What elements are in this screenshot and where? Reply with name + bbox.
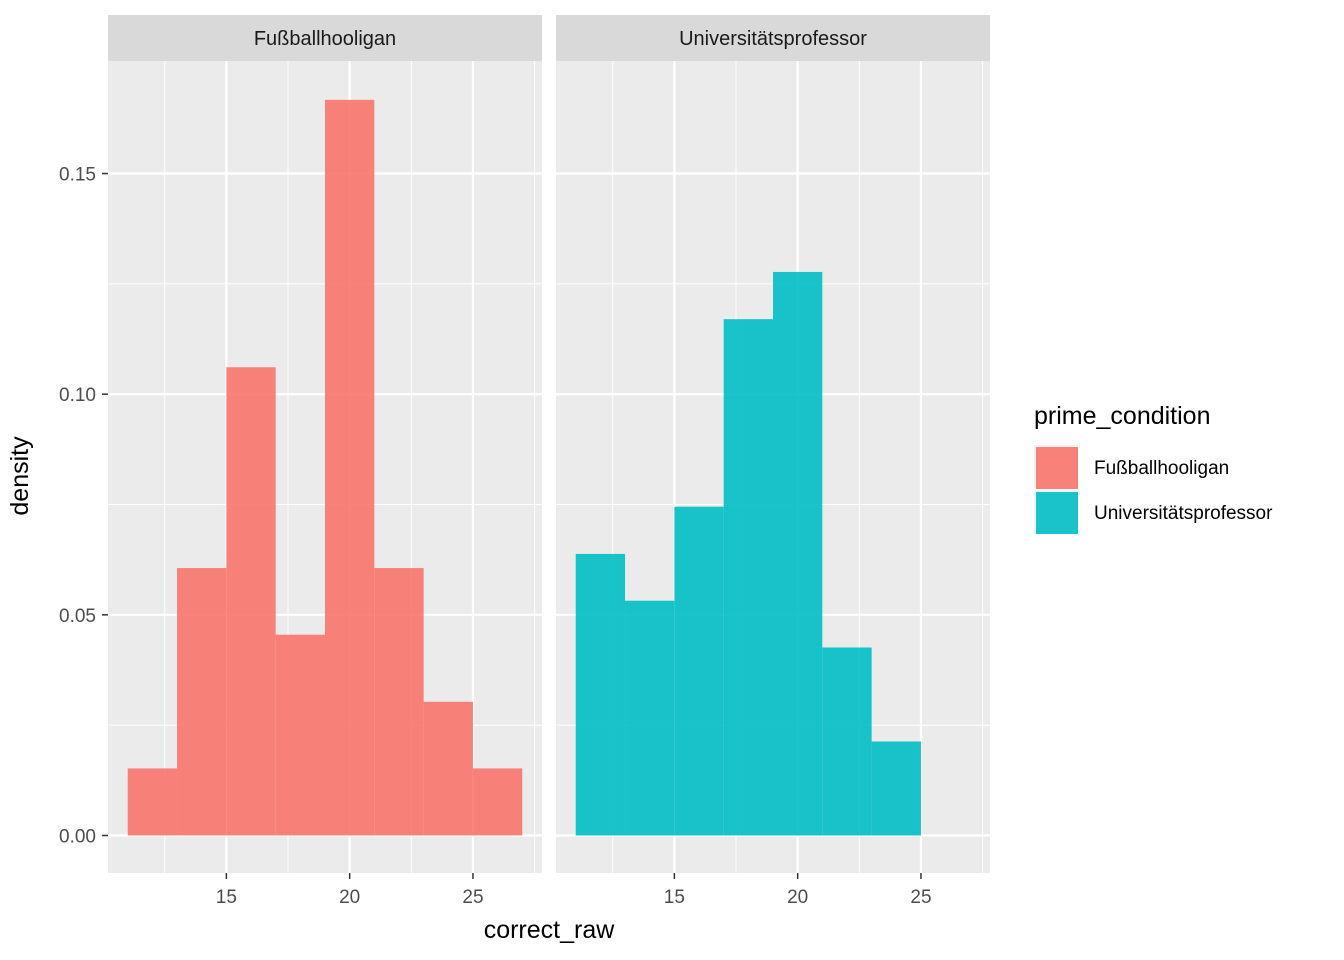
y-tick-label: 0.00: [59, 826, 96, 847]
histogram-bar: [871, 741, 921, 836]
histogram-bar: [325, 99, 375, 836]
facet-strip-label: Universitätsprofessor: [679, 28, 867, 50]
x-tick-label: 20: [339, 887, 360, 908]
histogram-bar: [374, 568, 424, 836]
legend-label: Universitätsprofessor: [1094, 503, 1273, 524]
legend-swatch: [1036, 447, 1078, 489]
histogram-bar: [127, 768, 178, 836]
x-tick-label: 25: [910, 887, 931, 908]
histogram-bar: [822, 647, 872, 836]
histogram-bar: [625, 600, 675, 836]
histogram-bar: [423, 701, 473, 836]
panel-2: Universitätsprofessor 15 20 25: [556, 15, 990, 908]
y-tick-label: 0.15: [59, 165, 96, 186]
histogram-bar: [226, 367, 276, 836]
histogram-bar: [773, 271, 823, 836]
legend-label: Fußballhooligan: [1094, 458, 1229, 479]
legend-swatch: [1036, 492, 1078, 534]
x-tick-label: 15: [664, 887, 685, 908]
histogram-bar: [472, 768, 523, 836]
facet-strip-label: Fußballhooligan: [254, 28, 396, 50]
histogram-bar: [723, 319, 773, 836]
histogram-bar: [177, 568, 227, 836]
facet-strip: [108, 15, 542, 61]
histogram-bar: [575, 553, 626, 836]
legend-title: prime_condition: [1034, 402, 1211, 430]
x-tick-label: 15: [216, 887, 237, 908]
histogram-bar: [275, 634, 325, 836]
legend: prime_condition Fußballhooligan Universit…: [1034, 402, 1273, 534]
y-tick-label: 0.05: [59, 606, 96, 627]
x-tick-label: 25: [462, 887, 483, 908]
histogram-bar: [674, 506, 724, 836]
x-tick-label: 20: [787, 887, 808, 908]
y-axis-title: density: [6, 436, 34, 516]
y-axis: 0.00 0.05 0.10 0.15: [59, 165, 108, 847]
facet-strip: [556, 15, 990, 61]
x-axis-title: correct_raw: [484, 916, 616, 944]
panel-1: Fußballhooligan 15 20 25: [108, 15, 542, 908]
y-tick-label: 0.10: [59, 385, 96, 406]
